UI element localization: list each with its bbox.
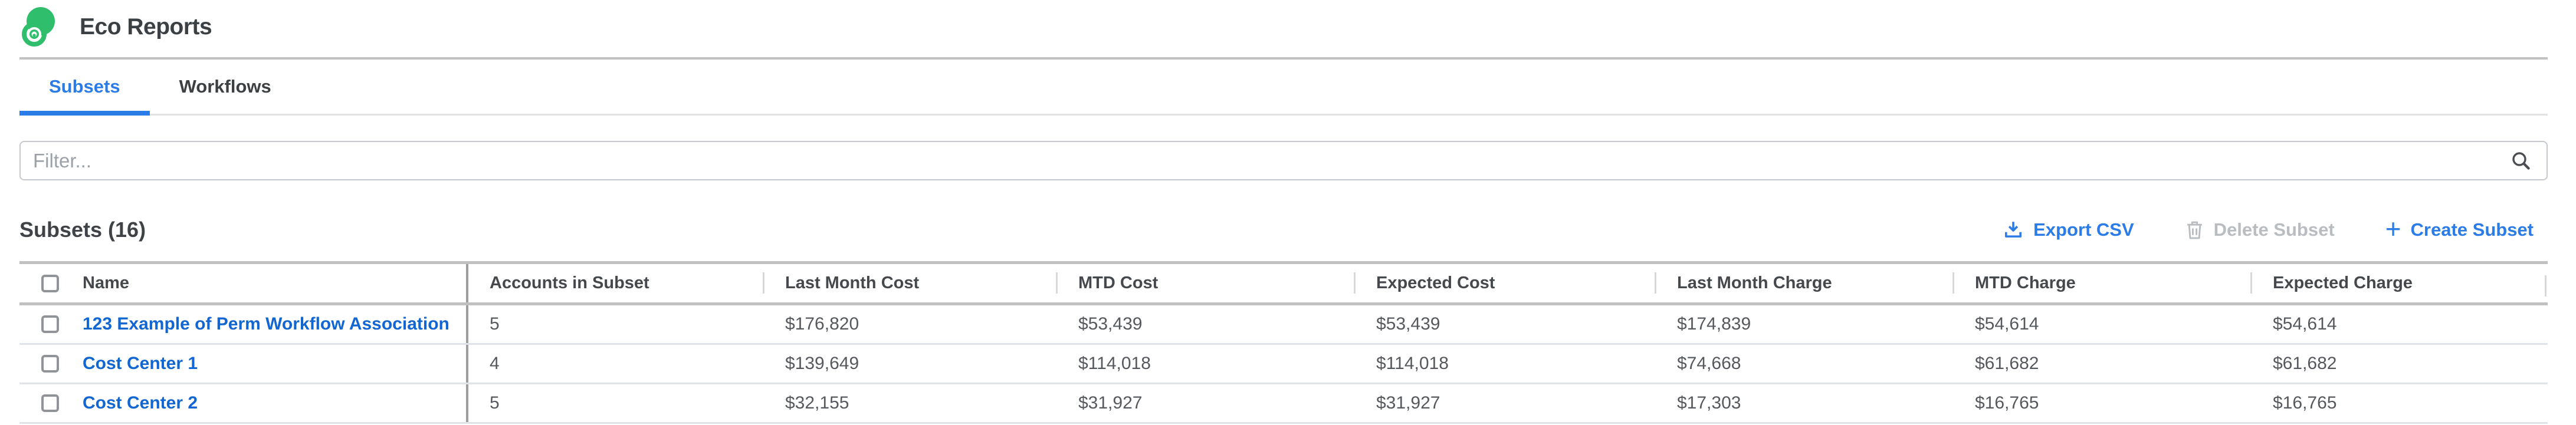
table-row: Cost Center 2 5 $32,155 $31,927 $31,927 … (19, 384, 2548, 424)
cell-mtd-charge: $61,682 (1975, 354, 2039, 373)
column-header-name: Name (83, 274, 129, 292)
action-buttons: Export CSV Delete Subset + Create Subset (2003, 213, 2548, 244)
cell-mtd-charge: $54,614 (1975, 314, 2039, 334)
column-header-last-month-cost: Last Month Cost (785, 274, 920, 292)
cell-mtd-cost: $31,927 (1078, 393, 1143, 413)
cell-name: Cost Center 2 (19, 384, 466, 422)
page-title: Eco Reports (80, 14, 212, 39)
subset-name-link[interactable]: Cost Center 2 (83, 393, 198, 413)
cell-mtd-cost: $53,439 (1078, 314, 1143, 334)
search-icon (2510, 150, 2532, 172)
tab-workflows-label: Workflows (179, 76, 271, 97)
header-cell-expected-cost: Expected Cost (1354, 264, 1655, 302)
header-cell-last-month-charge: Last Month Charge (1655, 264, 1952, 302)
page: Eco Reports Subsets Workflows Subsets (1… (19, 0, 2548, 424)
cell-last-month-charge: $74,668 (1677, 354, 1741, 373)
cell-mtd-charge: $16,765 (1975, 393, 2039, 413)
row-checkbox[interactable] (41, 394, 59, 412)
tab-workflows[interactable]: Workflows (150, 60, 301, 114)
section-header: Subsets (16) Export CSV (19, 209, 2548, 251)
cell-expected-charge: $61,682 (2273, 354, 2337, 373)
cell-last-month-charge: $174,839 (1677, 314, 1751, 334)
row-checkbox[interactable] (41, 315, 59, 333)
table-row: 123 Example of Perm Workflow Association… (19, 305, 2548, 345)
table-header-row: Name Accounts in Subset Last Month Cost … (19, 261, 2548, 305)
create-subset-button[interactable]: + Create Subset (2385, 213, 2534, 244)
column-header-last-month-charge: Last Month Charge (1677, 274, 1832, 292)
column-header-mtd-charge: MTD Charge (1975, 274, 2076, 292)
column-header-mtd-cost: MTD Cost (1078, 274, 1159, 292)
cell-name: Cost Center 1 (19, 345, 466, 383)
cell-name: 123 Example of Perm Workflow Association (19, 305, 466, 343)
header-cell-name: Name (19, 264, 466, 302)
tab-subsets-label: Subsets (49, 76, 120, 97)
trash-icon (2185, 220, 2204, 240)
section-title: Subsets (16) (19, 218, 146, 242)
header-cell-expected-charge: Expected Charge (2250, 264, 2548, 302)
header-cell-mtd-cost: MTD Cost (1056, 264, 1354, 302)
create-subset-label: Create Subset (2410, 219, 2534, 240)
cell-accounts: 5 (466, 305, 763, 343)
delete-subset-button[interactable]: Delete Subset (2185, 219, 2335, 240)
cell-accounts: 4 (466, 345, 763, 383)
table-row: Cost Center 1 4 $139,649 $114,018 $114,0… (19, 345, 2548, 384)
row-checkbox[interactable] (41, 355, 59, 373)
select-all-checkbox[interactable] (41, 274, 59, 292)
column-header-accounts: Accounts in Subset (490, 274, 649, 292)
table-body: 123 Example of Perm Workflow Association… (19, 305, 2548, 424)
cell-last-month-cost: $32,155 (785, 393, 849, 413)
cell-last-month-cost: $176,820 (785, 314, 859, 334)
header-cell-mtd-charge: MTD Charge (1952, 264, 2250, 302)
search-button[interactable] (2510, 150, 2532, 172)
column-header-expected-cost: Expected Cost (1376, 274, 1495, 292)
subset-name-link[interactable]: Cost Center 1 (83, 354, 198, 373)
header-cell-accounts: Accounts in Subset (466, 264, 763, 302)
cell-expected-cost: $53,439 (1376, 314, 1440, 334)
cell-expected-charge: $16,765 (2273, 393, 2337, 413)
cell-accounts: 5 (466, 384, 763, 422)
export-csv-button[interactable]: Export CSV (2003, 219, 2134, 240)
header-cell-last-month-cost: Last Month Cost (763, 264, 1056, 302)
export-csv-label: Export CSV (2033, 219, 2134, 240)
cell-last-month-charge: $17,303 (1677, 393, 1741, 413)
cell-expected-cost: $31,927 (1376, 393, 1440, 413)
tab-subsets[interactable]: Subsets (19, 60, 150, 116)
cell-expected-cost: $114,018 (1376, 354, 1449, 373)
filter-bar (19, 141, 2548, 180)
app-bar: Eco Reports (19, 0, 2548, 60)
subsets-table: Name Accounts in Subset Last Month Cost … (19, 261, 2548, 424)
cell-expected-charge: $54,614 (2273, 314, 2337, 334)
delete-subset-label: Delete Subset (2213, 219, 2335, 240)
cell-last-month-cost: $139,649 (785, 354, 859, 373)
download-icon (2003, 219, 2024, 240)
subset-name-link[interactable]: 123 Example of Perm Workflow Association (83, 314, 449, 334)
column-header-expected-charge: Expected Charge (2273, 274, 2413, 292)
plus-icon: + (2385, 213, 2401, 244)
cell-mtd-cost: $114,018 (1078, 354, 1151, 373)
tab-bar: Subsets Workflows (19, 60, 2548, 116)
filter-input[interactable] (19, 141, 2548, 180)
eco-swirl-logo-icon (19, 6, 56, 48)
